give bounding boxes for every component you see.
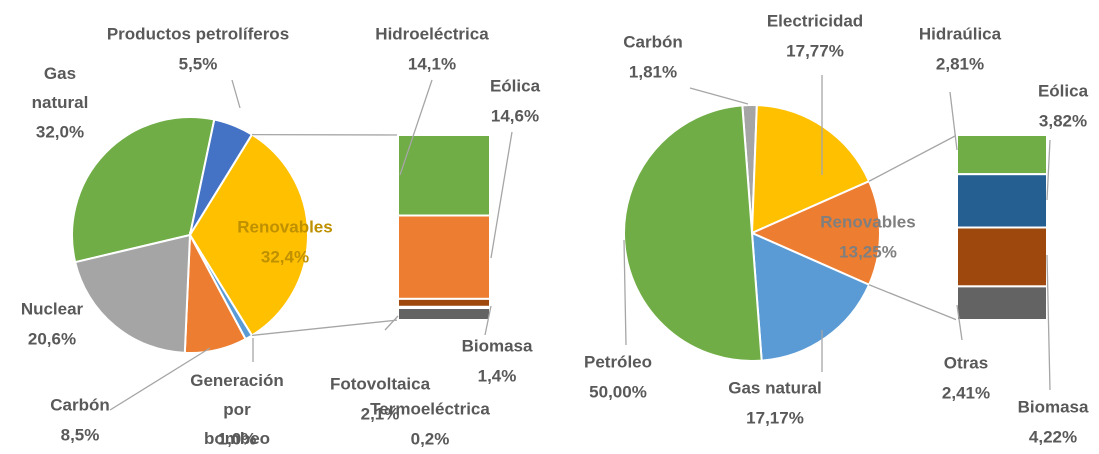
bar-value-label: 2,41% [942, 383, 990, 402]
bar-label: Biomasa [1018, 397, 1089, 416]
slice-value-label: 32,0% [36, 122, 84, 141]
pie-slice [750, 104, 871, 235]
bar-label: Termoeléctrica [370, 399, 490, 418]
leader-line [109, 347, 211, 411]
bar-segment [956, 285, 1048, 321]
bar-segment [397, 307, 491, 321]
slice-label: Gas natural [32, 64, 89, 112]
bar-value-label: 3,82% [1039, 111, 1087, 130]
pie-slice [750, 231, 871, 362]
bar-label: Eólica [1038, 81, 1089, 100]
leader-line [384, 315, 399, 331]
slice-value-label: 5,5% [179, 54, 218, 73]
pie-slice [622, 104, 763, 363]
connector [251, 319, 399, 337]
slice-value-label: 17,17% [746, 408, 804, 427]
bar-label: Fotovoltaica [330, 374, 431, 393]
bar-value-label: 2,81% [936, 54, 984, 73]
slice-value-label: 50,00% [589, 382, 647, 401]
slice-label: Productos petrolíferos [107, 24, 289, 43]
bar-value-label: 14,6% [491, 106, 539, 125]
slice-label: Carbón [623, 32, 683, 51]
bar-label: Hidraúlica [919, 24, 1002, 43]
bar-label: Eólica [490, 76, 541, 95]
leader-line [484, 305, 492, 336]
bar-label: Hidroeléctrica [375, 24, 489, 43]
bar-segment [397, 214, 491, 300]
leader-line [689, 87, 749, 105]
slice-value-label: 17,77% [786, 41, 844, 60]
bar-value-label: 1,4% [478, 366, 517, 385]
slice-label: Nuclear [21, 299, 84, 318]
leader-line [623, 239, 627, 346]
bar-segment [956, 226, 1048, 288]
slice-value-label: 1,0% [218, 429, 257, 448]
slice-value-label: 1,81% [629, 62, 677, 81]
connector [868, 284, 958, 321]
slice-label: Gas natural [728, 378, 822, 397]
bar-value-label: 14,1% [408, 54, 456, 73]
slice-value-label: 32,4% [261, 247, 309, 266]
leader-line [1046, 254, 1051, 391]
leader-line [956, 304, 963, 341]
slice-label: Electricidad [767, 11, 863, 30]
bar-value-label: 2,1% [361, 404, 400, 423]
slice-label: Renovables [820, 212, 915, 231]
slice-label: Petróleo [584, 352, 652, 371]
bar-value-label: 4,22% [1029, 427, 1077, 446]
slice-label: Renovables [237, 217, 332, 236]
connector [868, 134, 958, 182]
bar-label: Otras [944, 353, 988, 372]
pie-slice [71, 116, 216, 264]
pie-slice [749, 179, 881, 287]
slice-value-label: 20,6% [28, 329, 76, 348]
bar-segment [956, 134, 1048, 176]
bar-segment [956, 173, 1048, 229]
bar-segment [397, 134, 491, 217]
slice-label: Generación por bombeo [190, 371, 284, 448]
bar-label: Biomasa [462, 336, 533, 355]
leader-line [490, 131, 513, 259]
slice-label: Carbón [50, 395, 110, 414]
leader-line [1046, 139, 1051, 201]
leader-line [231, 79, 241, 109]
pie-slice [188, 133, 309, 337]
leader-line [949, 91, 958, 151]
pie-slice [73, 233, 192, 354]
bar-value-label: 0,2% [411, 429, 450, 448]
bar-segment [397, 297, 491, 308]
slice-value-label: 8,5% [61, 425, 100, 444]
slice-value-label: 13,25% [839, 242, 897, 261]
leader-line [399, 79, 433, 176]
